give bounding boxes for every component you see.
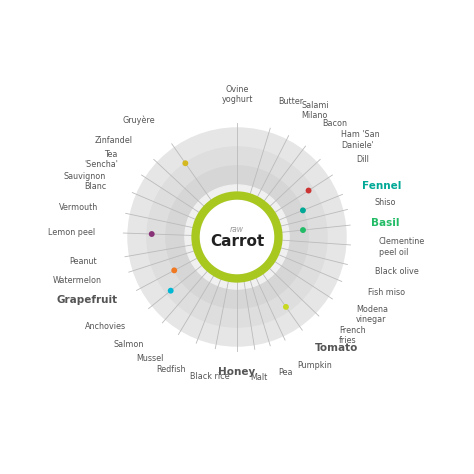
Point [148, 230, 155, 238]
Text: Black rice: Black rice [190, 372, 230, 381]
Point [171, 266, 178, 274]
Text: Sauvignon
Blanc: Sauvignon Blanc [64, 172, 106, 191]
Text: Pumpkin: Pumpkin [297, 361, 332, 370]
Text: Vermouth: Vermouth [59, 203, 98, 212]
Text: Tea
'Sencha': Tea 'Sencha' [84, 150, 118, 169]
Text: Malt: Malt [251, 373, 268, 382]
Text: Bacon: Bacon [323, 119, 347, 128]
Point [182, 159, 189, 167]
Text: Clementine
peel oil: Clementine peel oil [379, 237, 425, 256]
Circle shape [128, 128, 346, 346]
Text: Fish miso: Fish miso [368, 288, 405, 297]
Text: Dill: Dill [356, 155, 369, 164]
Text: Gruyère: Gruyère [123, 116, 155, 125]
Point [282, 303, 290, 310]
Text: Mussel: Mussel [137, 355, 164, 364]
Text: Black olive: Black olive [375, 267, 419, 276]
Text: Fennel: Fennel [362, 182, 401, 191]
Text: Butter: Butter [279, 97, 304, 106]
Text: Zinfandel: Zinfandel [95, 136, 133, 145]
Circle shape [185, 185, 289, 289]
Text: Salami
Milano: Salami Milano [301, 100, 329, 120]
Circle shape [200, 200, 274, 274]
Circle shape [185, 185, 289, 289]
Text: raw: raw [230, 226, 244, 234]
Point [299, 226, 307, 234]
Text: Honey: Honey [219, 367, 255, 377]
Text: Pea: Pea [279, 368, 293, 377]
Text: Modena
vinegar: Modena vinegar [356, 305, 388, 324]
Text: Basil: Basil [371, 218, 400, 228]
Text: Grapefruit: Grapefruit [56, 295, 118, 305]
Text: Anchovies: Anchovies [85, 322, 127, 331]
Text: Ham 'San
Daniele': Ham 'San Daniele' [341, 130, 380, 150]
Text: Peanut: Peanut [69, 257, 97, 266]
Text: Redfish: Redfish [156, 365, 186, 374]
Text: Shiso: Shiso [375, 198, 396, 207]
Text: Tomato: Tomato [314, 343, 358, 353]
Text: Watermelon: Watermelon [53, 276, 102, 285]
Circle shape [147, 147, 327, 327]
Point [167, 287, 174, 294]
Point [299, 207, 307, 214]
Text: Ovine
yoghurt: Ovine yoghurt [221, 85, 253, 104]
Circle shape [166, 166, 308, 308]
Text: French
fries: French fries [339, 326, 366, 346]
Text: Salmon: Salmon [113, 340, 144, 349]
Text: Lemon peel: Lemon peel [48, 228, 95, 237]
Text: Carrot: Carrot [210, 234, 264, 249]
Point [305, 187, 312, 194]
